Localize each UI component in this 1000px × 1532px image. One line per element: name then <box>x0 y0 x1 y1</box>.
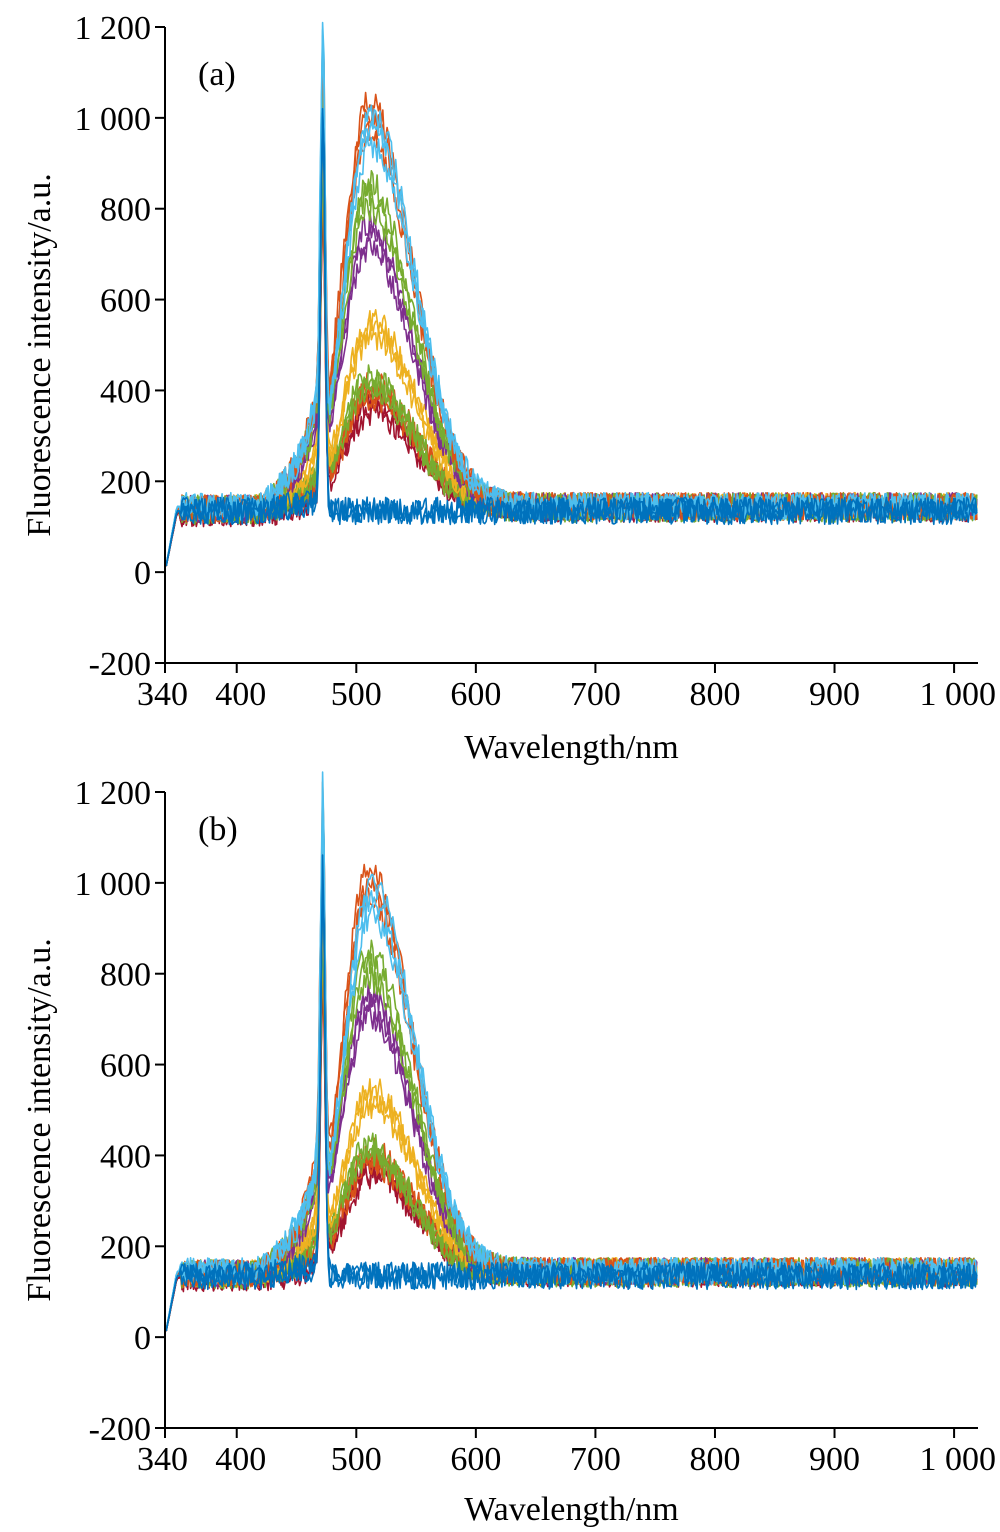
traces <box>165 21 978 567</box>
spectrum-trace <box>165 107 978 567</box>
x-tick-label: 1 000 <box>920 1441 997 1478</box>
y-tick-label: 400 <box>100 373 151 410</box>
y-tick-label: 1 200 <box>75 10 152 47</box>
spectrum-trace <box>165 771 978 1331</box>
x-tick-label: 400 <box>215 676 266 713</box>
x-tick-label: 800 <box>689 676 740 713</box>
x-tick-label: 900 <box>809 1441 860 1478</box>
y-tick-label: 1 000 <box>75 866 152 903</box>
y-tick-label: 400 <box>100 1138 151 1175</box>
x-tick-label: 500 <box>331 1441 382 1478</box>
y-tick-label: -200 <box>89 646 151 683</box>
spectrum-trace <box>165 781 978 1331</box>
x-tick-label: 1 000 <box>920 676 997 713</box>
y-tick-label: 1 200 <box>75 775 152 812</box>
axes: -200 0 200 400 600 800 1 000 1 200 340 400 500 600 7… <box>75 775 997 1478</box>
spectrum-trace <box>165 854 978 1332</box>
axes: -200 0 200 400 600 800 1 000 1 200 340 400 500 600 7… <box>75 10 997 713</box>
x-tick-label: 400 <box>215 1441 266 1478</box>
x-tick-label: 500 <box>331 676 382 713</box>
x-tick-label: 700 <box>570 676 621 713</box>
x-tick-label: 600 <box>450 1441 501 1478</box>
panel-label: (b) <box>198 811 238 848</box>
x-axis-title: Wavelength/nm <box>464 729 678 766</box>
x-tick-label: 900 <box>809 676 860 713</box>
x-tick-label: 700 <box>570 1441 621 1478</box>
y-tick-label: 800 <box>100 957 151 994</box>
panel-label: (a) <box>198 56 236 93</box>
spectrum-trace <box>165 21 978 566</box>
x-tick-label: 340 <box>137 1441 188 1478</box>
panel-a: -200 0 200 400 600 800 1 000 1 200 340 400 500 600 7… <box>21 10 996 766</box>
y-tick-label: 200 <box>100 1229 151 1266</box>
x-tick-label: 800 <box>689 1441 740 1478</box>
x-tick-label: 600 <box>450 676 501 713</box>
y-axis-title: Fluorescence intensity/a.u. <box>21 938 58 1302</box>
y-tick-label: 200 <box>100 464 151 501</box>
y-tick-label: 1 000 <box>75 101 152 138</box>
y-tick-label: 600 <box>100 1048 151 1085</box>
panel-b: -200 0 200 400 600 800 1 000 1 200 340 400 500 600 7… <box>21 771 997 1528</box>
y-tick-label: 800 <box>100 192 151 229</box>
y-tick-label: 600 <box>100 283 151 320</box>
y-tick-label: -200 <box>89 1411 151 1448</box>
y-axis-title: Fluorescence intensity/a.u. <box>21 173 58 537</box>
traces <box>165 771 978 1332</box>
y-tick-label: 0 <box>134 555 151 592</box>
x-tick-label: 340 <box>137 676 188 713</box>
x-axis-title: Wavelength/nm <box>464 1491 678 1528</box>
y-tick-label: 0 <box>134 1320 151 1357</box>
